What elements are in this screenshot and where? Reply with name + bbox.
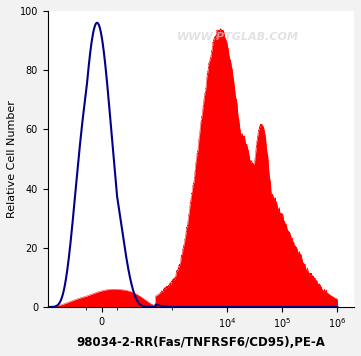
Y-axis label: Relative Cell Number: Relative Cell Number bbox=[7, 100, 17, 218]
Text: WWW.PTGLAB.COM: WWW.PTGLAB.COM bbox=[177, 32, 299, 42]
X-axis label: 98034-2-RR(Fas/TNFRSF6/CD95),PE-A: 98034-2-RR(Fas/TNFRSF6/CD95),PE-A bbox=[77, 336, 325, 349]
